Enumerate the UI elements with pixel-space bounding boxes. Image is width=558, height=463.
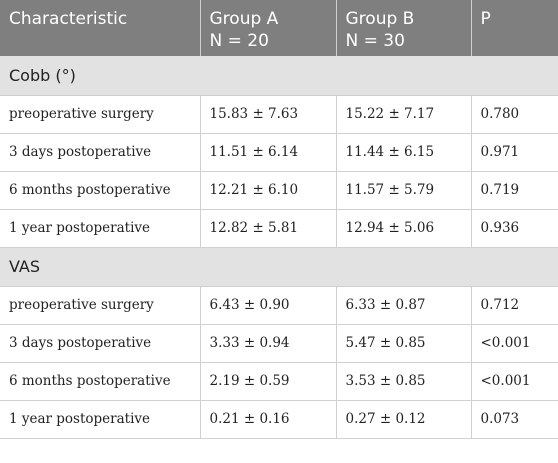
group-b-value: 5.47 ± 0.85	[336, 324, 472, 363]
p-value: 0.073	[471, 400, 558, 439]
section-title: VAS	[0, 247, 558, 287]
header-row: Characteristic Group A N = 20 Group B N …	[0, 0, 558, 56]
group-a-value: 12.21 ± 6.10	[200, 171, 337, 210]
section-row-vas: VAS	[0, 247, 558, 287]
table-row: 3 days postoperative 11.51 ± 6.14 11.44 …	[0, 133, 558, 172]
section-title: Cobb (°)	[0, 56, 558, 96]
header-group-b-n: N = 30	[345, 31, 405, 51]
header-group-a-n: N = 20	[209, 31, 269, 51]
header-group-b: Group B N = 30	[336, 0, 472, 56]
p-value: <0.001	[471, 362, 558, 401]
header-group-a-name: Group A	[209, 9, 279, 29]
group-b-value: 0.27 ± 0.12	[336, 400, 472, 439]
row-label: 3 days postoperative	[0, 324, 201, 363]
group-b-value: 12.94 ± 5.06	[336, 209, 472, 248]
header-p: P	[471, 0, 558, 56]
header-characteristic: Characteristic	[0, 0, 201, 56]
group-b-value: 11.57 ± 5.79	[336, 171, 472, 210]
group-b-value: 6.33 ± 0.87	[336, 286, 472, 325]
group-a-value: 0.21 ± 0.16	[200, 400, 337, 439]
p-value: 0.719	[471, 171, 558, 210]
header-group-a: Group A N = 20	[200, 0, 337, 56]
row-label: 1 year postoperative	[0, 209, 201, 248]
row-label: 6 months postoperative	[0, 171, 201, 210]
row-label: 1 year postoperative	[0, 400, 201, 439]
table-row: preoperative surgery 6.43 ± 0.90 6.33 ± …	[0, 286, 558, 325]
data-table: Characteristic Group A N = 20 Group B N …	[0, 0, 558, 439]
row-label: preoperative surgery	[0, 95, 201, 134]
group-b-value: 15.22 ± 7.17	[336, 95, 472, 134]
table-row: 3 days postoperative 3.33 ± 0.94 5.47 ± …	[0, 324, 558, 363]
p-value: <0.001	[471, 324, 558, 363]
section-row-cobb: Cobb (°)	[0, 56, 558, 96]
p-value: 0.712	[471, 286, 558, 325]
header-group-b-name: Group B	[345, 9, 415, 29]
header-p-label: P	[480, 9, 491, 29]
table-row: 6 months postoperative 12.21 ± 6.10 11.5…	[0, 171, 558, 210]
table-row: preoperative surgery 15.83 ± 7.63 15.22 …	[0, 95, 558, 134]
group-b-value: 11.44 ± 6.15	[336, 133, 472, 172]
group-a-value: 2.19 ± 0.59	[200, 362, 337, 401]
group-b-value: 3.53 ± 0.85	[336, 362, 472, 401]
table-body: Cobb (°) preoperative surgery 15.83 ± 7.…	[0, 56, 558, 439]
table-row: 1 year postoperative 12.82 ± 5.81 12.94 …	[0, 209, 558, 248]
p-value: 0.936	[471, 209, 558, 248]
group-a-value: 3.33 ± 0.94	[200, 324, 337, 363]
group-a-value: 15.83 ± 7.63	[200, 95, 337, 134]
table-row: 1 year postoperative 0.21 ± 0.16 0.27 ± …	[0, 400, 558, 439]
row-label: preoperative surgery	[0, 286, 201, 325]
table-row: 6 months postoperative 2.19 ± 0.59 3.53 …	[0, 362, 558, 401]
row-label: 3 days postoperative	[0, 133, 201, 172]
group-a-value: 12.82 ± 5.81	[200, 209, 337, 248]
p-value: 0.971	[471, 133, 558, 172]
p-value: 0.780	[471, 95, 558, 134]
table-header: Characteristic Group A N = 20 Group B N …	[0, 0, 558, 56]
row-label: 6 months postoperative	[0, 362, 201, 401]
group-a-value: 6.43 ± 0.90	[200, 286, 337, 325]
header-characteristic-label: Characteristic	[9, 9, 128, 29]
group-a-value: 11.51 ± 6.14	[200, 133, 337, 172]
